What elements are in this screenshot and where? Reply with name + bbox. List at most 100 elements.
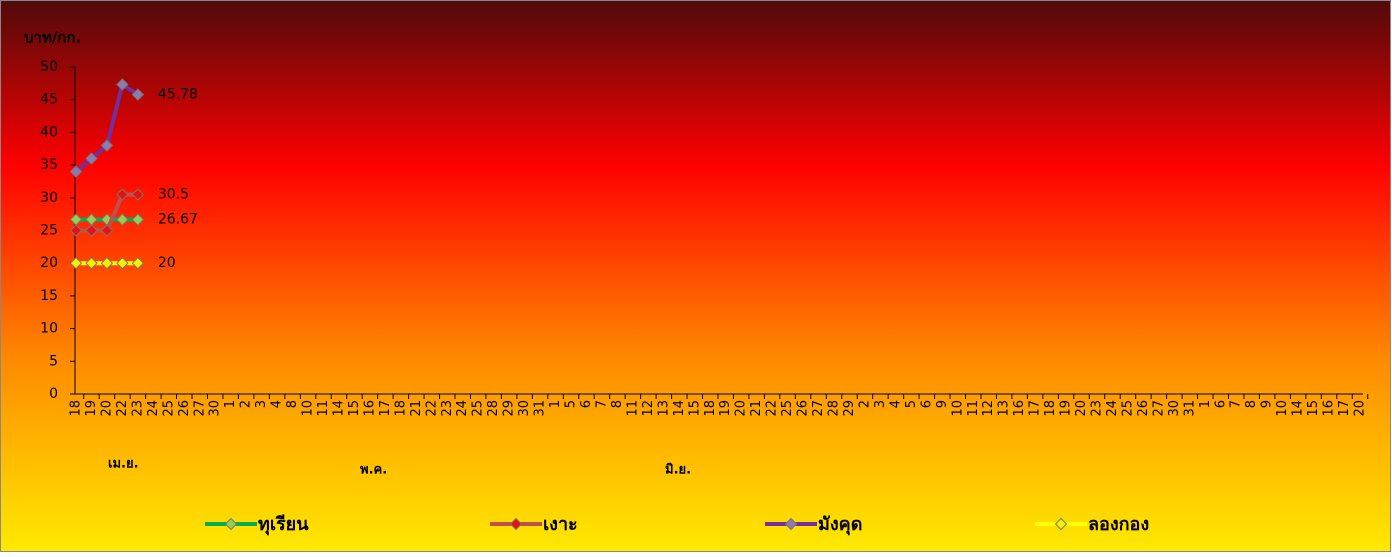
x-tick-label: 11	[966, 400, 981, 417]
x-tick-label: 1	[1198, 400, 1213, 408]
x-tick-label: 12	[641, 400, 656, 417]
x-tick-label: 5	[564, 400, 579, 408]
x-tick-label: 26	[796, 400, 811, 417]
x-tick-label: 11	[316, 400, 331, 417]
x-tick-label: 10	[1275, 400, 1290, 417]
x-tick-label: 5	[904, 400, 919, 408]
series-marker	[131, 256, 145, 270]
month-label: พ.ค.	[360, 463, 387, 478]
y-tick-label: 15	[40, 288, 58, 304]
legend-label: เงาะ	[543, 514, 578, 535]
x-tick-label: 8	[285, 400, 300, 408]
x-tick-label: 23	[440, 400, 455, 417]
x-tick-label: 14	[1291, 400, 1306, 417]
series-marker	[131, 88, 145, 101]
series-marker	[131, 213, 145, 226]
x-tick-label: 20	[1074, 400, 1089, 417]
data-label: 30.5	[158, 187, 189, 203]
x-tick-label: 30	[517, 400, 532, 417]
x-tick-label: 22	[765, 400, 780, 417]
x-tick-label: 22	[424, 400, 439, 417]
x-tick-label: 19	[1059, 400, 1074, 417]
x-tick-label: 18	[69, 400, 84, 417]
x-tick-label: 25	[161, 400, 176, 417]
x-tick-label: 4	[270, 400, 285, 408]
x-tick-label: 22	[115, 400, 130, 417]
x-tick-label: 13	[997, 400, 1012, 417]
x-tick-label: 8	[610, 400, 625, 408]
x-tick-label: 20	[99, 400, 114, 417]
y-axis-title: บาท/กก.	[24, 29, 81, 47]
x-tick-label: 23	[130, 400, 145, 417]
series-marker	[100, 224, 114, 237]
x-tick-label: 24	[146, 400, 161, 417]
x-tick-label: 24	[455, 400, 470, 417]
x-tick-label: 27	[811, 400, 826, 417]
x-tick-label: 6	[1213, 400, 1228, 408]
x-tick-label: 17	[1337, 400, 1352, 417]
x-tick-label: 14	[672, 400, 687, 417]
series-marker	[85, 224, 98, 237]
x-tick-label: 19	[718, 400, 733, 417]
y-tick-label: 30	[40, 190, 58, 206]
x-tick-label: 12	[981, 400, 996, 417]
series-marker	[85, 152, 98, 165]
series-marker	[131, 188, 145, 201]
x-tick-label: 31	[533, 400, 548, 417]
x-tick-label: 10	[950, 400, 965, 417]
x-tick-label: 7	[1229, 400, 1244, 408]
x-tick-label: 15	[687, 400, 702, 417]
x-tick-label: 24	[1105, 400, 1120, 417]
x-tick-label: 28	[827, 400, 842, 417]
legend-label: ลองกอง	[1088, 514, 1149, 535]
x-tick-label: 31	[1182, 400, 1197, 417]
x-tick-label: 3	[873, 400, 888, 408]
x-tick-label: 25	[1120, 400, 1135, 417]
x-tick-label: 7	[594, 400, 609, 408]
x-tick-label: 29	[502, 400, 517, 417]
x-tick-label: 28	[486, 400, 501, 417]
x-tick-label: 1	[548, 400, 563, 408]
y-tick-label: 25	[40, 223, 58, 239]
legend-marker	[224, 517, 238, 531]
y-tick-label: 40	[40, 124, 58, 140]
x-tick-label: 18	[703, 400, 718, 417]
x-tick-label: 3	[254, 400, 269, 408]
x-tick-label: 2	[239, 400, 254, 408]
series-marker	[69, 256, 83, 270]
y-tick-label: 0	[49, 386, 58, 402]
series-marker	[116, 188, 129, 201]
x-tick-label: 18	[393, 400, 408, 417]
x-tick-label: 26	[1136, 400, 1151, 417]
x-tick-label: 9	[935, 400, 950, 408]
x-tick-label: 18	[1043, 400, 1058, 417]
y-tick-label: 20	[40, 255, 58, 271]
x-tick-label: 2	[857, 400, 872, 408]
x-tick-label: 11	[625, 400, 640, 417]
x-tick-label: 17	[378, 400, 393, 417]
x-tick-label: 23	[1090, 400, 1105, 417]
series-marker	[116, 213, 129, 226]
x-tick-label: 27	[192, 400, 207, 417]
x-tick-label: 1	[223, 400, 238, 408]
x-tick-label: 30	[1167, 400, 1182, 417]
data-label: 45.78	[158, 87, 198, 103]
x-tick-label: 8	[1244, 400, 1259, 408]
y-tick-label: 35	[40, 157, 58, 173]
x-tick-label: 20	[734, 400, 749, 417]
series-marker	[116, 256, 129, 270]
x-tick-label: 16	[1012, 400, 1027, 417]
y-tick-label: 50	[40, 59, 58, 75]
series-marker	[116, 78, 129, 91]
y-tick-label: 10	[40, 321, 58, 337]
legend-marker	[509, 517, 523, 531]
month-label: มิ.ย.	[665, 463, 691, 478]
series-marker	[100, 139, 114, 152]
x-tick-label: 17	[1028, 400, 1043, 417]
x-tick-label: 15	[1306, 400, 1321, 417]
x-tick-label: 30	[208, 400, 223, 417]
x-tick-label: 13	[656, 400, 671, 417]
series-marker	[69, 165, 83, 178]
x-tick-label: 26	[177, 400, 192, 417]
data-label: 26.67	[158, 212, 198, 228]
